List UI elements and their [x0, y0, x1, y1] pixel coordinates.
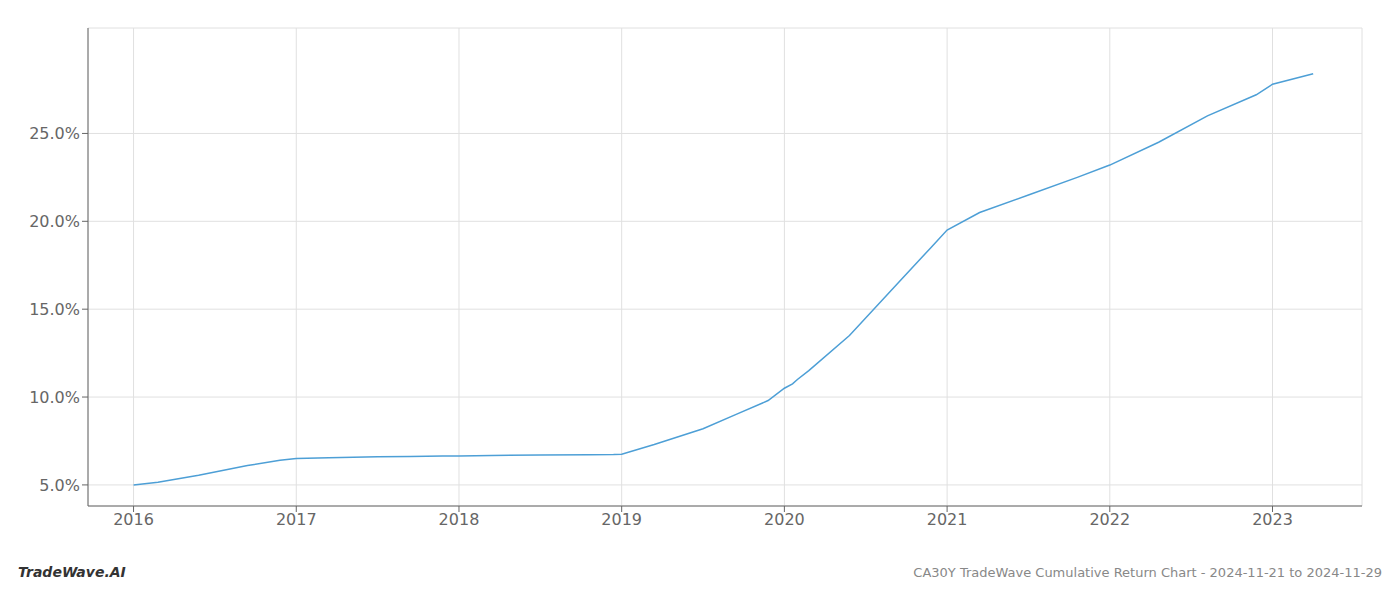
svg-text:2019: 2019 [601, 510, 642, 529]
svg-text:2021: 2021 [927, 510, 968, 529]
svg-text:2020: 2020 [764, 510, 805, 529]
svg-text:2018: 2018 [439, 510, 480, 529]
svg-text:10.0%: 10.0% [29, 388, 80, 407]
svg-text:2017: 2017 [276, 510, 317, 529]
svg-text:2023: 2023 [1252, 510, 1293, 529]
svg-text:20.0%: 20.0% [29, 212, 80, 231]
svg-text:5.0%: 5.0% [39, 476, 80, 495]
svg-text:2016: 2016 [113, 510, 154, 529]
html-text:CA30Y TradeWave Cumulative Ret: CA30Y TradeWave Cumulative Return Chart … [913, 564, 1382, 580]
svg-text:15.0%: 15.0% [29, 300, 80, 319]
svg-text:2022: 2022 [1089, 510, 1130, 529]
svg-text:25.0%: 25.0% [29, 124, 80, 143]
html-text:TradeWave.AI: TradeWave.AI [18, 564, 126, 580]
